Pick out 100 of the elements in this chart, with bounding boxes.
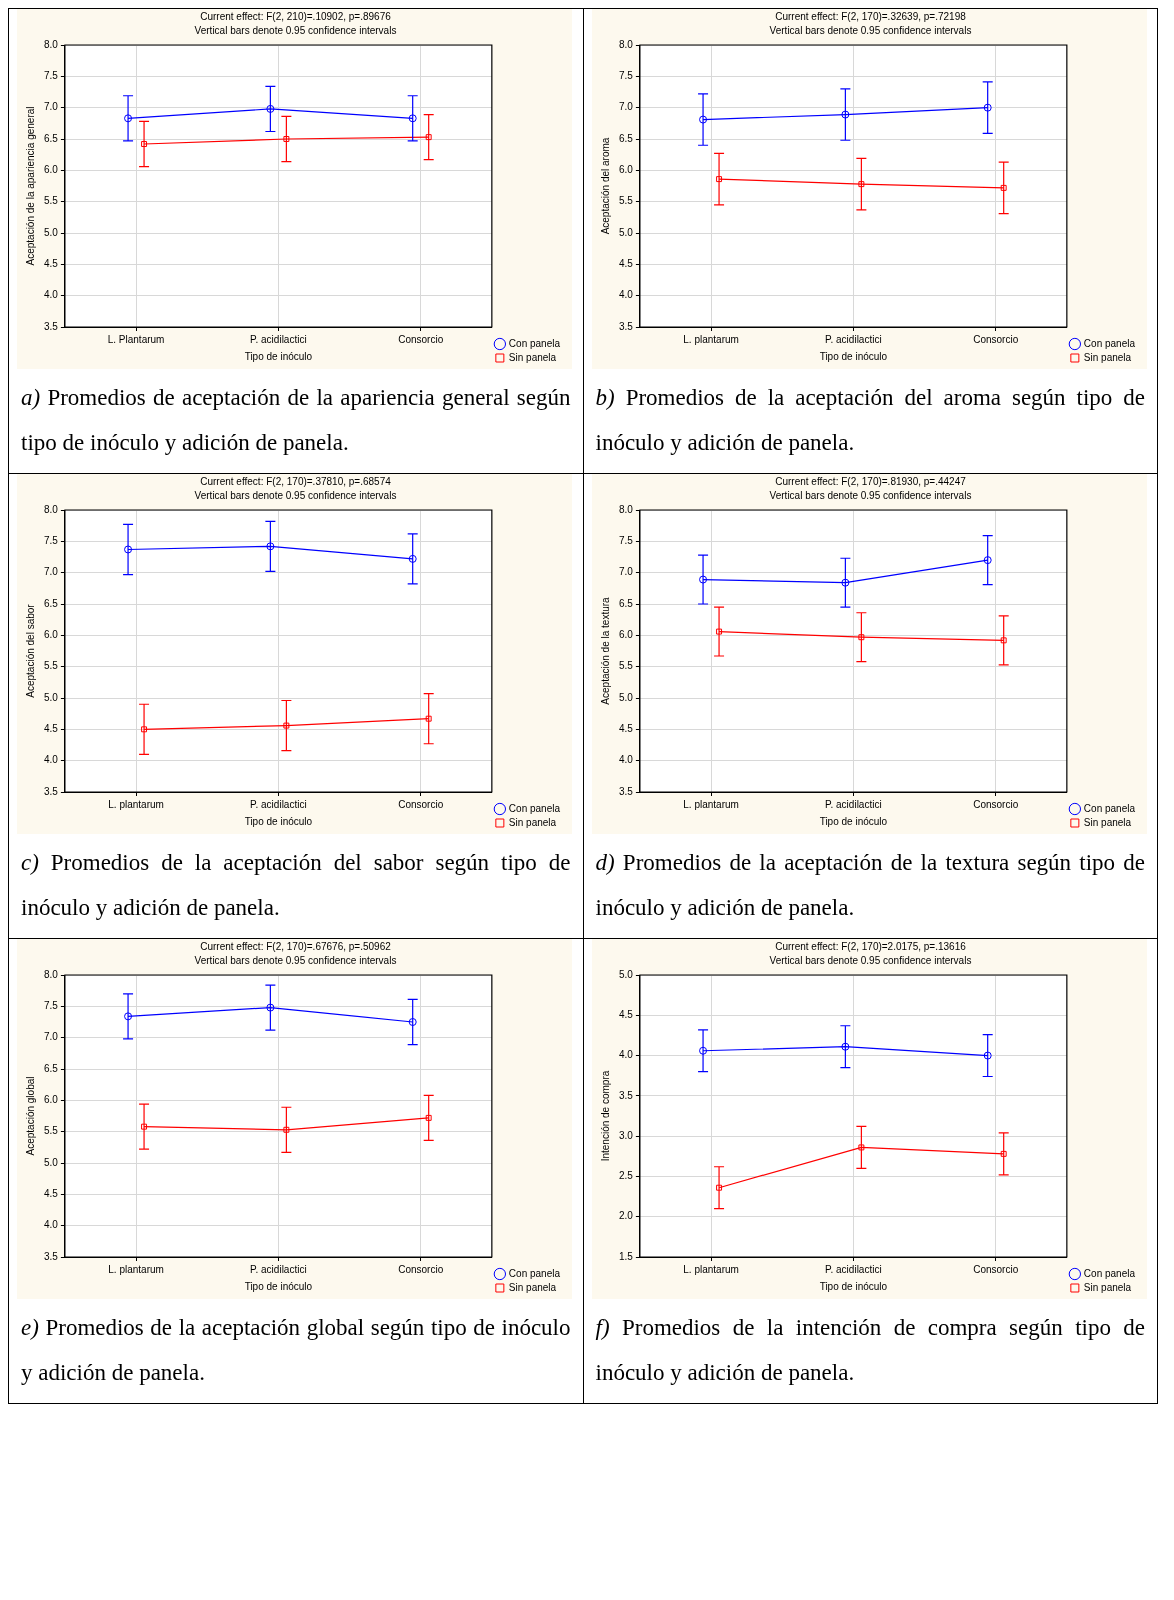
x-tick-label: L. plantarum (682, 1263, 739, 1275)
y-tick-label: 5.5 (618, 660, 633, 672)
chart-title: Current effect: F(2, 210)=.10902, p=.89676 (200, 10, 392, 22)
text: b) Promedios de la aceptación del aroma según tipo de inóculo y adición de panela. (595, 385, 1145, 455)
x-tick-label: L. plantarum (108, 798, 164, 810)
text: a) Promedios de aceptación de la apariencia general según tipo de inóculo y adición de panela. (21, 385, 571, 455)
x-tick-label: P. acidilactici (824, 798, 882, 810)
y-tick-label: 5.0 (44, 1156, 59, 1168)
y-tick-label: 5.5 (44, 660, 59, 672)
x-tick-label: L. Plantarum (107, 333, 165, 345)
y-tick-label: 7.0 (44, 1031, 59, 1043)
chart-title: Current effect: F(2, 170)=.81930, p=.44247 (774, 475, 966, 487)
y-tick-label: 7.0 (44, 101, 59, 113)
x-tick-label: Consorcio (972, 333, 1019, 345)
y-tick-label: 5.0 (618, 226, 633, 238)
text: c) Promedios de la aceptación del sabor según tipo de inóculo y adición de panela. (21, 850, 571, 920)
y-tick-label: 5.5 (44, 1125, 59, 1137)
x-tick-label: Consorcio (972, 798, 1019, 810)
y-tick-label: 5.5 (44, 195, 59, 207)
legend-label: Sin panela (508, 351, 557, 363)
y-tick-label: 6.0 (618, 164, 633, 176)
y-tick-label: 5.0 (618, 691, 633, 703)
chart-title: Current effect: F(2, 170)=2.0175, p=.13616 (774, 940, 966, 952)
chart-subtitle: Vertical bars denote 0.95 confidence intervals (194, 954, 397, 966)
legend-label: Con panela (1083, 337, 1135, 349)
y-tick-label: 6.0 (618, 629, 633, 641)
y-tick-label: 4.5 (44, 1188, 59, 1200)
text: d) Promedios de la aceptación de la textura según tipo de inóculo y adición de panela. (595, 850, 1145, 920)
y-tick-label: 8.0 (618, 503, 633, 515)
x-axis-title: Tipo de inóculo (819, 1280, 888, 1292)
x-tick-label: Consorcio (398, 798, 444, 810)
y-tick-label: 8.0 (44, 503, 59, 515)
x-axis-title: Tipo de inóculo (244, 350, 313, 362)
x-tick-label: L. plantarum (682, 333, 739, 345)
y-tick-label: 4.0 (618, 754, 633, 766)
y-tick-label: 7.0 (44, 566, 59, 578)
legend-label: Con panela (508, 337, 561, 349)
y-tick-label: 3.5 (44, 1250, 59, 1262)
y-tick-label: 8.0 (44, 38, 59, 50)
legend-label: Con panela (1083, 1267, 1135, 1279)
y-tick-label: 4.0 (44, 289, 59, 301)
y-tick-label: 5.0 (618, 968, 633, 980)
y-tick-label: 7.5 (618, 535, 633, 547)
y-tick-label: 6.5 (618, 132, 633, 144)
text: f) Promedios de la intención de compra según tipo de inóculo y adición de panela. (595, 1315, 1145, 1385)
y-tick-label: 4.5 (44, 723, 59, 735)
y-tick-label: 5.0 (44, 691, 59, 703)
y-tick-label: 5.5 (618, 195, 633, 207)
y-axis-title: Aceptación del aroma (599, 137, 611, 235)
y-tick-label: 2.5 (618, 1170, 633, 1182)
y-tick-label: 4.0 (618, 1049, 633, 1061)
y-tick-label: 2.0 (618, 1210, 633, 1222)
x-tick-label: Consorcio (398, 1263, 444, 1275)
y-tick-label: 4.5 (618, 723, 633, 735)
chart-title: Current effect: F(2, 170)=.32639, p=.72198 (774, 10, 966, 22)
y-tick-label: 7.5 (44, 535, 59, 547)
text: e) Promedios de la aceptación global según tipo de inóculo y adición de panela. (21, 1315, 571, 1385)
x-tick-label: P. acidilactici (824, 333, 882, 345)
chart-subtitle: Vertical bars denote 0.95 confidence intervals (194, 24, 397, 36)
y-tick-label: 4.0 (44, 754, 59, 766)
x-tick-label: P. acidilactici (250, 333, 307, 345)
y-tick-label: 3.5 (618, 785, 633, 797)
y-tick-label: 4.5 (618, 258, 633, 270)
x-tick-label: P. acidilactici (250, 798, 307, 810)
y-tick-label: 7.0 (618, 566, 633, 578)
y-tick-label: 4.5 (44, 258, 59, 270)
y-axis-title: Aceptación de la apariencia general (24, 106, 36, 266)
y-axis-title: Intención de compra (599, 1070, 611, 1162)
x-tick-label: P. acidilactici (824, 1263, 882, 1275)
y-tick-label: 6.0 (44, 629, 59, 641)
y-tick-label: 7.0 (618, 101, 633, 113)
legend-label: Sin panela (1083, 1281, 1132, 1293)
y-tick-label: 4.0 (618, 289, 633, 301)
y-tick-label: 3.5 (44, 785, 59, 797)
chart-title: Current effect: F(2, 170)=.37810, p=.68574 (200, 475, 392, 487)
chart-subtitle: Vertical bars denote 0.95 confidence intervals (769, 24, 971, 36)
y-tick-label: 3.5 (618, 1089, 633, 1101)
chart-title: Current effect: F(2, 170)=.67676, p=.50962 (200, 940, 392, 952)
y-tick-label: 3.5 (44, 320, 59, 332)
y-tick-label: 6.5 (618, 597, 633, 609)
y-tick-label: 7.5 (44, 70, 59, 82)
y-tick-label: 8.0 (618, 38, 633, 50)
y-tick-label: 1.5 (618, 1250, 633, 1262)
x-tick-label: P. acidilactici (250, 1263, 307, 1275)
legend-label: Sin panela (1083, 351, 1132, 363)
x-axis-title: Tipo de inóculo (819, 815, 888, 827)
y-tick-label: 3.0 (618, 1129, 633, 1141)
y-axis-title: Aceptación del sabor (24, 603, 36, 698)
y-tick-label: 6.0 (44, 1094, 59, 1106)
y-tick-label: 6.5 (44, 132, 59, 144)
x-tick-label: Consorcio (972, 1263, 1019, 1275)
legend-label: Sin panela (508, 816, 557, 828)
legend-label: Con panela (1083, 802, 1135, 814)
x-tick-label: L. plantarum (682, 798, 739, 810)
x-tick-label: Consorcio (398, 333, 444, 345)
y-tick-label: 7.5 (44, 1000, 59, 1012)
chart-subtitle: Vertical bars denote 0.95 confidence intervals (194, 489, 397, 501)
y-tick-label: 8.0 (44, 968, 59, 980)
y-axis-title: Aceptación global (24, 1076, 36, 1156)
chart-subtitle: Vertical bars denote 0.95 confidence intervals (769, 954, 971, 966)
